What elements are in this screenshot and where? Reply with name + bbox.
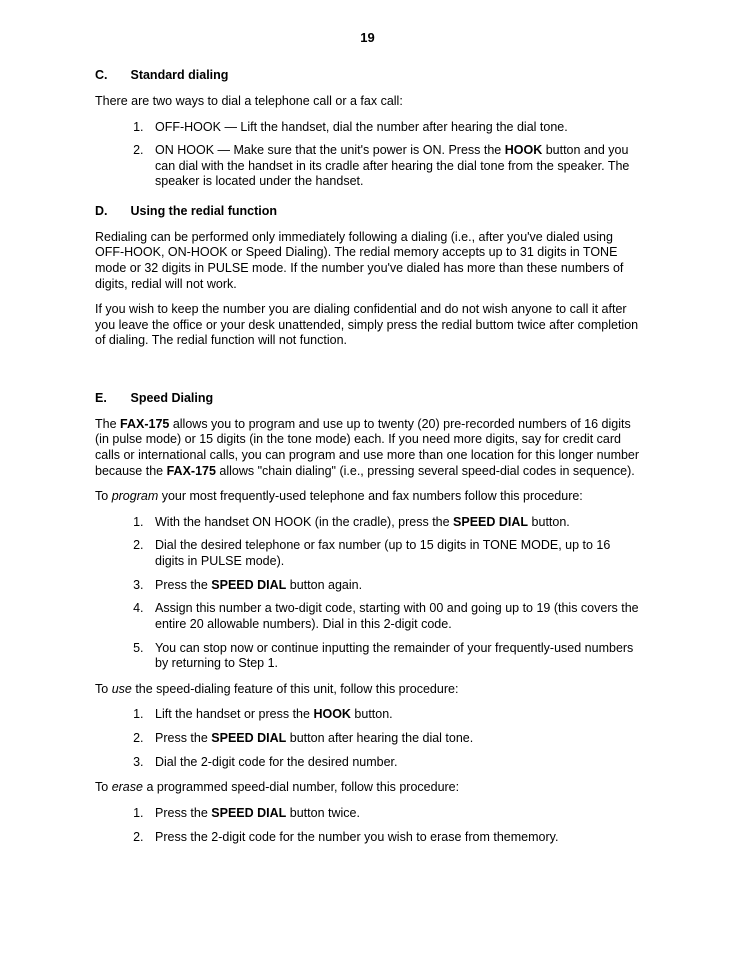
text: button. bbox=[351, 707, 393, 721]
text: To bbox=[95, 780, 112, 794]
list-item: Press the SPEED DIAL button again. bbox=[147, 578, 640, 594]
erase-lead: To erase a programmed speed-dial number,… bbox=[95, 780, 640, 796]
section-d-p1: Redialing can be performed only immediat… bbox=[95, 230, 640, 293]
list-text: ON HOOK — Make sure that the unit's powe… bbox=[155, 143, 505, 157]
list-item: You can stop now or continue inputting t… bbox=[147, 641, 640, 672]
section-title: Speed Dialing bbox=[130, 391, 213, 405]
text: button. bbox=[528, 515, 570, 529]
text: Press the bbox=[155, 731, 211, 745]
italic-term: program bbox=[112, 489, 159, 503]
list-item: Dial the 2-digit code for the desired nu… bbox=[147, 755, 640, 771]
text: Press the bbox=[155, 806, 211, 820]
spacer bbox=[95, 359, 640, 377]
erase-list: Press the SPEED DIAL button twice. Press… bbox=[95, 806, 640, 845]
list-item: ON HOOK — Make sure that the unit's powe… bbox=[147, 143, 640, 190]
section-d-heading: D. Using the redial function bbox=[95, 204, 640, 220]
list-item: With the handset ON HOOK (in the cradle)… bbox=[147, 515, 640, 531]
section-c-heading: C. Standard dialing bbox=[95, 68, 640, 84]
list-item: Assign this number a two-digit code, sta… bbox=[147, 601, 640, 632]
list-item: OFF-HOOK — Lift the handset, dial the nu… bbox=[147, 120, 640, 136]
section-d-p2: If you wish to keep the number you are d… bbox=[95, 302, 640, 349]
bold-term: SPEED DIAL bbox=[211, 806, 286, 820]
section-letter: C. bbox=[95, 68, 127, 84]
bold-term: SPEED DIAL bbox=[211, 731, 286, 745]
text: button twice. bbox=[286, 806, 360, 820]
text: button again. bbox=[286, 578, 362, 592]
text: To bbox=[95, 489, 112, 503]
bold-term: FAX-175 bbox=[120, 417, 169, 431]
section-letter: E. bbox=[95, 391, 127, 407]
text: Assign this number a two-digit code, sta… bbox=[155, 601, 639, 631]
text: Dial the 2-digit code for the desired nu… bbox=[155, 755, 398, 769]
text: Press the bbox=[155, 578, 211, 592]
text: Press the 2-digit code for the number yo… bbox=[155, 830, 558, 844]
section-letter: D. bbox=[95, 204, 127, 220]
text: button after hearing the dial tone. bbox=[286, 731, 473, 745]
italic-term: erase bbox=[112, 780, 143, 794]
text: allows "chain dialing" (i.e., pressing s… bbox=[216, 464, 635, 478]
text: You can stop now or continue inputting t… bbox=[155, 641, 633, 671]
section-title: Standard dialing bbox=[130, 68, 228, 82]
use-list: Lift the handset or press the HOOK butto… bbox=[95, 707, 640, 770]
page-number: 19 bbox=[95, 30, 640, 46]
document-page: 19 C. Standard dialing There are two way… bbox=[0, 0, 735, 954]
list-item: Press the SPEED DIAL button twice. bbox=[147, 806, 640, 822]
section-c-intro: There are two ways to dial a telephone c… bbox=[95, 94, 640, 110]
list-item: Press the 2-digit code for the number yo… bbox=[147, 830, 640, 846]
text: Lift the handset or press the bbox=[155, 707, 313, 721]
bold-term: FAX-175 bbox=[167, 464, 216, 478]
list-text: OFF-HOOK — Lift the handset, dial the nu… bbox=[155, 120, 568, 134]
section-e-heading: E. Speed Dialing bbox=[95, 391, 640, 407]
use-lead: To use the speed-dialing feature of this… bbox=[95, 682, 640, 698]
bold-term: HOOK bbox=[313, 707, 351, 721]
text: To bbox=[95, 682, 112, 696]
program-lead: To program your most frequently-used tel… bbox=[95, 489, 640, 505]
section-title: Using the redial function bbox=[130, 204, 277, 218]
section-c-list: OFF-HOOK — Lift the handset, dial the nu… bbox=[95, 120, 640, 191]
list-item: Dial the desired telephone or fax number… bbox=[147, 538, 640, 569]
program-list: With the handset ON HOOK (in the cradle)… bbox=[95, 515, 640, 672]
text: The bbox=[95, 417, 120, 431]
text: the speed-dialing feature of this unit, … bbox=[132, 682, 459, 696]
bold-term: HOOK bbox=[505, 143, 543, 157]
text: With the handset ON HOOK (in the cradle)… bbox=[155, 515, 453, 529]
bold-term: SPEED DIAL bbox=[211, 578, 286, 592]
section-e-p1: The FAX-175 allows you to program and us… bbox=[95, 417, 640, 480]
italic-term: use bbox=[112, 682, 132, 696]
text: your most frequently-used telephone and … bbox=[158, 489, 583, 503]
list-item: Press the SPEED DIAL button after hearin… bbox=[147, 731, 640, 747]
text: a programmed speed-dial number, follow t… bbox=[143, 780, 459, 794]
bold-term: SPEED DIAL bbox=[453, 515, 528, 529]
list-item: Lift the handset or press the HOOK butto… bbox=[147, 707, 640, 723]
text: Dial the desired telephone or fax number… bbox=[155, 538, 610, 568]
